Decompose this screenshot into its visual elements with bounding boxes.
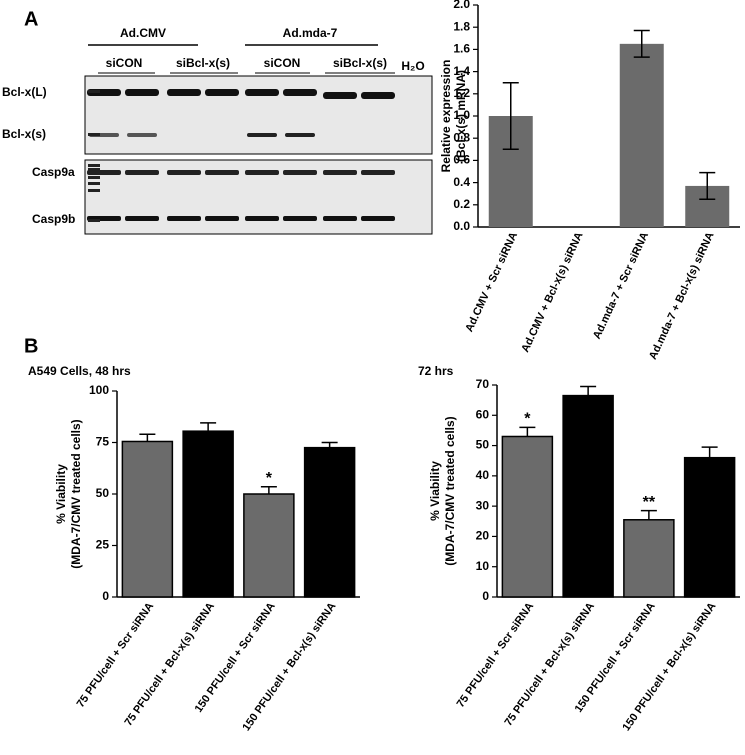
band [283,216,317,221]
gel-row-label: Casp9b [32,212,75,226]
band [361,216,395,221]
bar [562,394,614,598]
y-tick-label: 0.8 [453,130,470,144]
y-tick-label: 0.0 [453,219,470,233]
y-tick-label: 1.0 [453,108,470,122]
gel-group: Ad.CMV [120,26,166,40]
x-tick-label: Ad.CMV + Bcl-x(s) siRNA [519,230,585,354]
ladder [88,90,100,93]
band [323,92,357,99]
gel-group: Ad.mda-7 [283,26,338,40]
y-tick-label: 0.2 [453,197,470,211]
y-tick-label: 0 [482,589,489,603]
y-tick-label: 30 [476,498,490,512]
bar [683,456,736,598]
band [361,92,395,99]
bar [619,43,664,227]
band [167,89,201,96]
y-axis-label: % Viability [54,464,68,524]
panel-label: A [24,8,38,30]
y-tick-label: 0.6 [453,153,470,167]
y-tick-label: 75 [96,435,110,449]
band [323,170,357,175]
y-tick-label: 25 [96,538,110,552]
y-axis-label: Relative expression [439,60,453,173]
chart-title: 72 hrs [418,364,454,378]
annotation: ** [643,494,656,511]
band [247,133,277,137]
y-tick-label: 50 [96,486,110,500]
ladder [88,219,100,222]
gel-row-label: Casp9a [32,165,75,179]
y-tick-label: 40 [476,468,490,482]
band [125,216,159,221]
gel-row-label: Bcl-x(s) [2,127,46,141]
band [283,170,317,175]
y-tick-label: 0 [102,589,109,603]
y-axis-label: (MDA-7/CMV treated cells) [443,416,457,565]
band [245,216,279,221]
y-tick-label: 1.4 [453,64,470,78]
band [167,216,201,221]
gel-subgroup: siCON [106,56,143,70]
annotation: * [524,411,531,428]
band [205,216,239,221]
band [167,170,201,175]
ladder [88,182,100,185]
y-axis-label: (MDA-7/CMV treated cells) [69,419,83,568]
y-tick-label: 70 [476,377,490,391]
bar [182,430,234,598]
x-tick-label: Ad.mda-7 + Bcl-x(s) siRNA [647,230,717,361]
band [283,89,317,96]
y-tick-label: 10 [476,559,490,573]
gel-panel [84,75,433,155]
x-tick-label: Ad.mda-7 + Scr siRNA [591,230,651,341]
gel-subgroup: siBcl-x(s) [176,56,230,70]
band [125,170,159,175]
band [245,89,279,96]
ladder [88,189,100,192]
panel-label: B [24,335,38,357]
annotation: * [266,470,273,487]
chart-title: A549 Cells, 48 hrs [28,364,131,378]
ladder [88,164,100,167]
y-tick-label: 1.2 [453,86,470,100]
gel-subgroup: siBcl-x(s) [333,56,387,70]
band [205,170,239,175]
band [245,170,279,175]
bar [243,493,295,598]
y-tick-label: 0.4 [453,175,470,189]
band [285,133,315,137]
gel-subgroup: siCON [264,56,301,70]
bar [303,446,356,598]
gel-control: H₂O [401,59,424,73]
x-tick-label: Ad.CMV + Scr siRNA [463,230,520,333]
y-tick-label: 1.8 [453,19,470,33]
ladder [88,176,100,179]
ladder [88,133,100,136]
bar [501,435,554,598]
band [361,170,395,175]
band [125,89,159,96]
band [87,170,121,175]
gel-row-label: Bcl-x(L) [2,85,47,99]
y-tick-label: 50 [476,438,490,452]
band [127,133,157,137]
ladder [88,168,100,171]
y-tick-label: 1.6 [453,42,470,56]
y-tick-label: 60 [476,407,490,421]
y-tick-label: 20 [476,529,490,543]
bar [623,519,675,598]
gel-bands [87,89,395,222]
y-tick-label: 2.0 [453,0,470,11]
y-axis-label: % Viability [428,461,442,521]
y-tick-label: 100 [89,383,109,397]
band [323,216,357,221]
y-axis-label: (Bcl-x(s) mRNA) [454,70,468,162]
band [205,89,239,96]
bar [121,440,174,598]
